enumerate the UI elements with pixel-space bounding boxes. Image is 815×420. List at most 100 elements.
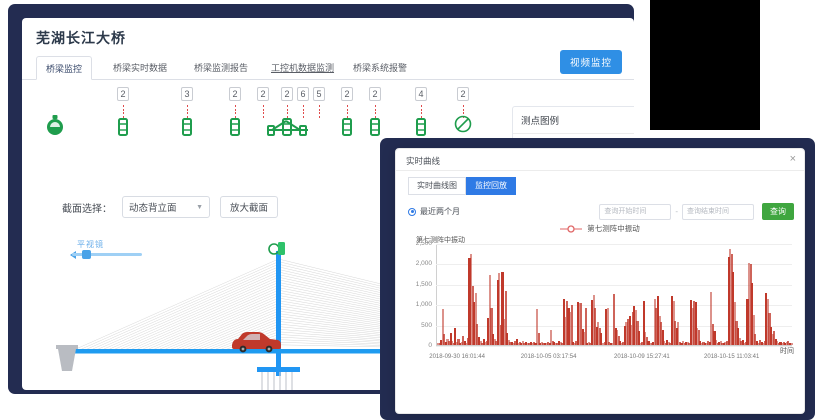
chart-bar: [437, 342, 440, 345]
legend-line-marker-icon: [560, 225, 583, 233]
start-date-input[interactable]: 查询开始时间: [599, 203, 672, 220]
sensor-point-3[interactable]: 2: [222, 84, 248, 119]
chart-bar: [669, 342, 672, 345]
chart-bar: [457, 339, 460, 345]
sensor-point-2[interactable]: 3: [174, 84, 200, 119]
bridge-pylon: [276, 251, 281, 376]
y-tick-label: 2,000: [415, 260, 432, 268]
chart-bar: [649, 342, 652, 345]
modal-tab-playback[interactable]: 监控回放: [466, 177, 516, 195]
truss-sensor-group-icon[interactable]: [266, 118, 310, 141]
chart-bar: [718, 342, 721, 345]
chart-bar: [707, 341, 710, 345]
chart-legend[interactable]: 第七测阵中振动: [396, 223, 804, 234]
sensor-point-9[interactable]: 2: [362, 84, 388, 119]
chart-bar: [595, 327, 598, 345]
chart-bar: [748, 263, 751, 345]
modal-tab-realtime-chart[interactable]: 实时曲线图: [408, 177, 466, 195]
no-signal-sensor[interactable]: [450, 84, 476, 138]
sensor-icon-1[interactable]: [110, 118, 136, 141]
chart-bar: [630, 324, 633, 345]
chart-x-axis: [436, 345, 792, 346]
sensor-dotted-leader: [222, 105, 248, 119]
displacement-sensor-icon: [342, 118, 352, 136]
sensor-anchor[interactable]: [42, 84, 68, 142]
sensor-point-5[interactable]: 2: [274, 84, 300, 119]
chart-bar: [600, 332, 603, 345]
chart-bar: [493, 339, 496, 345]
chart-bar: [504, 291, 507, 345]
chart-bar: [653, 299, 656, 345]
chart-bar: [565, 301, 568, 345]
chart-bar: [556, 342, 559, 345]
chart-bar: [570, 305, 573, 345]
query-button[interactable]: 查询: [762, 203, 794, 220]
chart-bar: [487, 318, 490, 345]
chart-bar: [449, 332, 452, 345]
tab-monitor-report[interactable]: 桥梁监测报告: [194, 63, 249, 73]
sensor-point-8[interactable]: 2: [334, 84, 360, 119]
chart-bar: [733, 301, 736, 345]
black-background-block: [650, 0, 760, 130]
chart-bar: [704, 342, 707, 345]
chart-bar: [663, 341, 666, 345]
chart-bar: [658, 316, 661, 345]
chart-bar: [726, 341, 729, 345]
sensor-point-11[interactable]: 2: [450, 84, 476, 119]
close-icon[interactable]: ×: [789, 153, 796, 165]
chart-bar: [623, 325, 627, 345]
chart-bar: [691, 308, 694, 345]
sensor-point-7[interactable]: 5: [306, 84, 332, 119]
chart-bar: [696, 327, 699, 345]
chart-bar: [688, 342, 691, 345]
chart-bar: [526, 342, 529, 345]
chart-bar: [451, 340, 454, 345]
chart-bar: [579, 302, 583, 345]
chart-bar: [768, 313, 771, 345]
sensor-point-4[interactable]: 2: [250, 84, 276, 119]
chart-bar: [502, 318, 506, 345]
tab-realtime-data[interactable]: 桥梁实时数据: [113, 63, 168, 73]
chart-bar: [784, 342, 787, 345]
chart-bar: [645, 336, 649, 345]
sensor-icon-7[interactable]: [408, 118, 434, 141]
chart-bar: [628, 316, 631, 345]
sensor-icon-3[interactable]: [222, 118, 248, 141]
sensor-point-6[interactable]: 6: [290, 84, 316, 119]
modal-title: 实时曲线: [406, 156, 441, 166]
pan-slider-track[interactable]: [72, 253, 142, 256]
pan-slider-knob[interactable]: [82, 250, 91, 259]
sensor-dotted-leader: [334, 105, 360, 119]
chart-bar: [506, 332, 509, 345]
chart-bar: [542, 342, 545, 345]
chart-bar: [678, 342, 682, 345]
chart-bar: [463, 341, 466, 345]
section-selector-row: 截面选择： 动态背立面 ▼ 放大截面: [62, 196, 279, 218]
end-date-input[interactable]: 查询结束时间: [682, 203, 754, 220]
sensor-icon-5[interactable]: [334, 118, 360, 141]
sensor-icon-2[interactable]: [174, 118, 200, 141]
enlarge-section-button[interactable]: 放大截面: [220, 196, 279, 218]
chart-bar: [625, 322, 628, 345]
chart-bar: [641, 342, 644, 345]
chart-bar: [586, 342, 589, 345]
chart-bar: [636, 320, 639, 345]
tab-system-alarm[interactable]: 桥梁系统报警: [353, 63, 408, 73]
chart-bar: [509, 342, 512, 345]
recent-two-months-radio[interactable]: 最近两个月: [408, 206, 460, 217]
chart-bar: [601, 342, 605, 345]
sensor-point-1[interactable]: 2: [110, 84, 136, 119]
chart-bar: [787, 341, 790, 345]
chart-bar: [729, 248, 732, 345]
chart-bar: [741, 340, 744, 345]
sensor-point-10[interactable]: 4: [408, 84, 434, 119]
truss-sensor-icon: [267, 120, 308, 136]
section-select-dropdown[interactable]: 动态背立面 ▼: [122, 196, 210, 218]
tab-industrial-pc[interactable]: 工控机数据监测: [271, 63, 335, 73]
sensor-dotted-leader: [250, 105, 276, 119]
sensor-icon-6[interactable]: [362, 118, 388, 141]
chart-bar: [751, 282, 754, 345]
tab-bridge-monitor[interactable]: 桥梁监控: [36, 56, 93, 80]
chart-bars: [437, 243, 793, 345]
video-monitor-button[interactable]: 视频监控: [559, 50, 622, 74]
